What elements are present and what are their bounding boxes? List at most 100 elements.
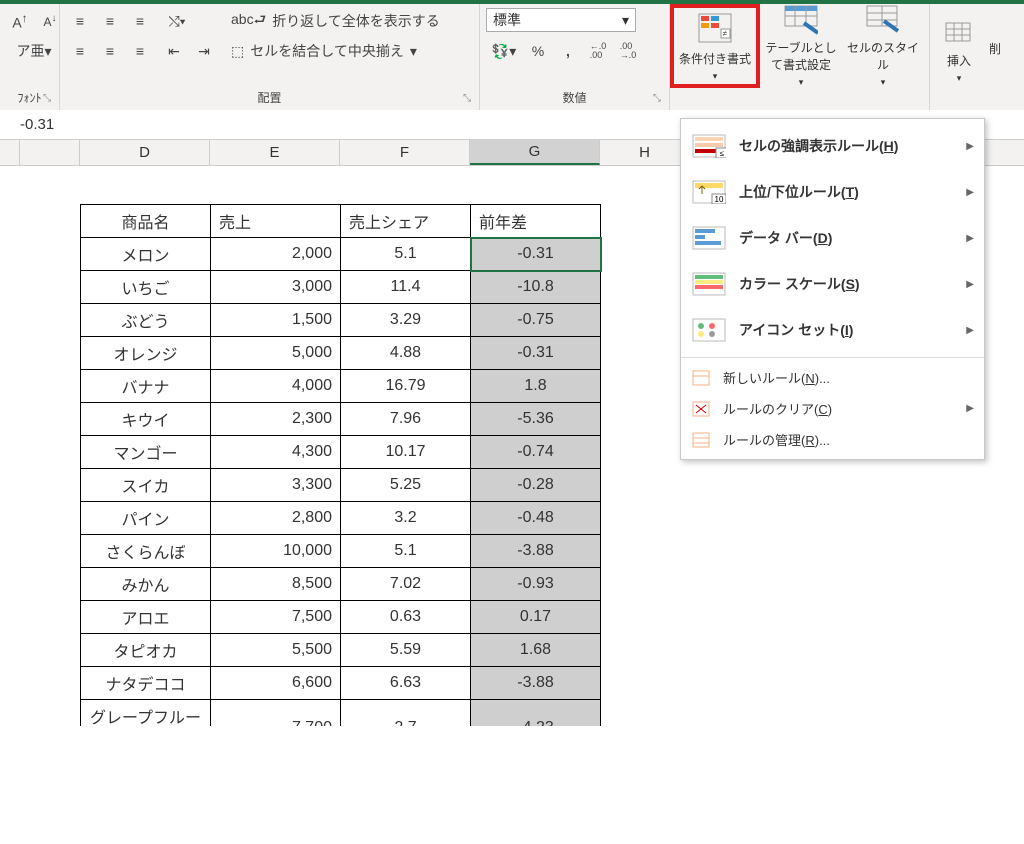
table-cell[interactable]: -3.88 — [471, 667, 601, 700]
table-cell[interactable]: 0.17 — [471, 601, 601, 634]
table-cell[interactable]: マンゴー — [81, 436, 211, 469]
table-cell[interactable]: 5,500 — [211, 634, 341, 667]
table-cell[interactable]: 4.88 — [341, 337, 471, 370]
furigana-button[interactable]: ア亜 ▾ — [6, 38, 62, 64]
dropdown-item-newrule[interactable]: 新しいルール(N)... — [681, 362, 984, 393]
table-cell[interactable]: 16.79 — [341, 370, 471, 403]
table-cell[interactable]: 2,800 — [211, 502, 341, 535]
dropdown-item-colorscale[interactable]: カラー スケール(S)▶ — [681, 261, 984, 307]
table-cell[interactable]: みかん — [81, 568, 211, 601]
decrease-indent-icon[interactable]: ⇤ — [160, 38, 188, 64]
dropdown-item-databar[interactable]: データ バー(D)▶ — [681, 215, 984, 261]
table-cell[interactable]: -5.36 — [471, 403, 601, 436]
table-cell[interactable]: タピオカ — [81, 634, 211, 667]
decrease-decimal-icon[interactable]: .00→.0 — [614, 38, 642, 64]
table-cell[interactable]: 5.59 — [341, 634, 471, 667]
table-header-cell[interactable]: 売上 — [211, 205, 341, 238]
table-cell[interactable]: -4.23 — [471, 700, 601, 727]
table-header-cell[interactable]: 前年差 — [471, 205, 601, 238]
table-cell[interactable]: 5,000 — [211, 337, 341, 370]
table-cell[interactable]: 0.63 — [341, 601, 471, 634]
table-cell[interactable]: バナナ — [81, 370, 211, 403]
table-cell[interactable]: 7,700 — [211, 700, 341, 727]
table-cell[interactable]: スイカ — [81, 469, 211, 502]
table-cell[interactable]: 7,500 — [211, 601, 341, 634]
insert-button[interactable]: 挿入▾ — [936, 8, 982, 88]
orientation-icon[interactable]: ⤭▾ — [160, 8, 194, 34]
number-format-select[interactable]: 標準▾ — [486, 8, 636, 32]
table-cell[interactable]: いちご — [81, 271, 211, 304]
increase-decimal-icon[interactable]: ←.0.00 — [584, 38, 612, 64]
table-cell[interactable]: 5.1 — [341, 535, 471, 568]
table-cell[interactable]: 1.8 — [471, 370, 601, 403]
table-cell[interactable]: 4,300 — [211, 436, 341, 469]
column-header[interactable] — [0, 140, 20, 165]
table-cell[interactable]: -0.28 — [471, 469, 601, 502]
table-cell[interactable]: 6,600 — [211, 667, 341, 700]
column-header[interactable]: D — [80, 140, 210, 165]
dropdown-item-clear[interactable]: ルールのクリア(C)▶ — [681, 393, 984, 424]
currency-icon[interactable]: 💱▾ — [486, 38, 522, 64]
table-cell[interactable]: 3.29 — [341, 304, 471, 337]
table-cell[interactable]: さくらんぼ — [81, 535, 211, 568]
table-cell[interactable]: -0.93 — [471, 568, 601, 601]
column-header[interactable]: G — [470, 140, 600, 165]
table-cell[interactable]: パイン — [81, 502, 211, 535]
table-cell[interactable]: -0.75 — [471, 304, 601, 337]
table-cell[interactable]: -3.88 — [471, 535, 601, 568]
table-cell[interactable]: -10.8 — [471, 271, 601, 304]
table-cell[interactable]: 6.63 — [341, 667, 471, 700]
table-cell[interactable]: 4,000 — [211, 370, 341, 403]
increase-font-icon[interactable]: A↑ — [6, 8, 34, 34]
column-header[interactable]: E — [210, 140, 340, 165]
table-cell[interactable]: ぶどう — [81, 304, 211, 337]
table-cell[interactable]: 1.68 — [471, 634, 601, 667]
column-header[interactable]: F — [340, 140, 470, 165]
table-cell[interactable]: 2,300 — [211, 403, 341, 436]
table-cell[interactable]: -0.31 — [471, 238, 601, 271]
table-cell[interactable]: 1,500 — [211, 304, 341, 337]
table-cell[interactable]: 2.7 — [341, 700, 471, 727]
table-cell[interactable]: オレンジ — [81, 337, 211, 370]
dropdown-item-manage[interactable]: ルールの管理(R)... — [681, 424, 984, 455]
font-group-launcher-icon[interactable]: ⤡ — [43, 93, 51, 104]
dropdown-item-topbottom[interactable]: 10上位/下位ルール(T)▶ — [681, 169, 984, 215]
table-cell[interactable]: ナタデココ — [81, 667, 211, 700]
table-cell[interactable]: 7.02 — [341, 568, 471, 601]
table-cell[interactable]: メロン — [81, 238, 211, 271]
table-cell[interactable]: グレープフルーツ — [81, 700, 211, 727]
format-as-table-button[interactable]: テーブルとして書式設定▾ — [758, 6, 844, 86]
table-cell[interactable]: 3,000 — [211, 271, 341, 304]
align-right-icon[interactable]: ≡ — [126, 38, 154, 64]
comma-icon[interactable]: , — [554, 38, 582, 64]
cell-styles-button[interactable]: セルのスタイル▾ — [844, 6, 922, 86]
number-group-launcher-icon[interactable]: ⤡ — [653, 93, 661, 104]
align-top-icon[interactable]: ≡ — [66, 8, 94, 34]
decrease-font-icon[interactable]: A↓ — [36, 8, 64, 34]
align-middle-icon[interactable]: ≡ — [96, 8, 124, 34]
column-header[interactable]: H — [600, 140, 690, 165]
table-cell[interactable]: 10,000 — [211, 535, 341, 568]
column-header[interactable] — [20, 140, 80, 165]
align-bottom-icon[interactable]: ≡ — [126, 8, 154, 34]
table-cell[interactable]: 10.17 — [341, 436, 471, 469]
table-header-cell[interactable]: 商品名 — [81, 205, 211, 238]
table-cell[interactable]: 2,000 — [211, 238, 341, 271]
dropdown-item-iconset[interactable]: アイコン セット(I)▶ — [681, 307, 984, 353]
delete-button[interactable]: 削 — [982, 8, 1008, 88]
alignment-group-launcher-icon[interactable]: ⤡ — [463, 93, 471, 104]
table-cell[interactable]: アロエ — [81, 601, 211, 634]
percent-icon[interactable]: % — [524, 38, 552, 64]
align-left-icon[interactable]: ≡ — [66, 38, 94, 64]
table-cell[interactable]: 7.96 — [341, 403, 471, 436]
conditional-format-button[interactable]: ≠ 条件付き書式▾ — [672, 6, 758, 86]
table-cell[interactable]: 3.2 — [341, 502, 471, 535]
table-cell[interactable]: -0.31 — [471, 337, 601, 370]
table-cell[interactable]: 3,300 — [211, 469, 341, 502]
table-cell[interactable]: -0.48 — [471, 502, 601, 535]
table-header-cell[interactable]: 売上シェア — [341, 205, 471, 238]
increase-indent-icon[interactable]: ⇥ — [190, 38, 218, 64]
table-cell[interactable]: -0.74 — [471, 436, 601, 469]
wrap-text-button[interactable]: abc⮐ 折り返して全体を表示する — [230, 8, 450, 34]
dropdown-item-highlight[interactable]: ≤セルの強調表示ルール(H)▶ — [681, 123, 984, 169]
